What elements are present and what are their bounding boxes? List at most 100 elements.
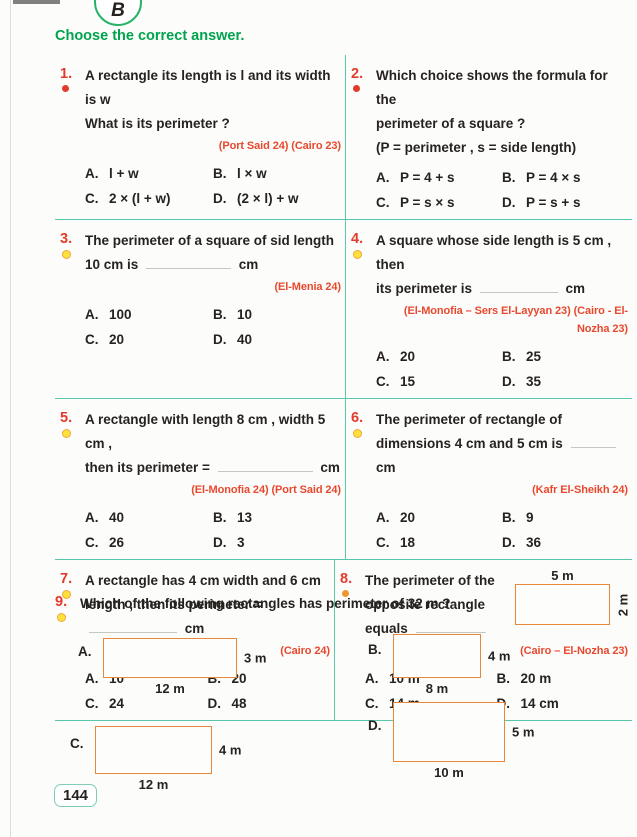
option-B: B. 13 xyxy=(213,506,341,530)
question-8-cell: 8. The perimeter of the opposite rectangle… xyxy=(334,560,632,720)
answer-blank xyxy=(415,622,486,633)
figure-side-label: 4 m xyxy=(488,648,511,664)
option-letter: C. xyxy=(85,191,99,206)
question-text-line: The perimeter of rectangle of xyxy=(376,412,563,427)
question-number: 1. xyxy=(60,66,73,82)
question-body: A square whose side length is 5 cm , the… xyxy=(376,229,628,394)
option-value: 40 xyxy=(237,332,253,347)
question-number: 6. xyxy=(351,410,364,426)
option-letter: D. xyxy=(213,332,227,347)
question-text-line: dimensions 4 cm and 5 cm is cm xyxy=(376,432,628,480)
option-letter: B. xyxy=(502,510,516,525)
page-number-badge: 144 xyxy=(54,784,98,807)
option-value: P = s + s xyxy=(526,195,581,210)
section-badge-letter: B xyxy=(111,0,125,21)
question-9-section: 9. Which of the following rectangles has … xyxy=(55,579,632,816)
figure-bottom-label: 12 m xyxy=(138,777,169,792)
option-letter: C. xyxy=(85,332,99,347)
option-A: A. l + w xyxy=(85,162,213,186)
question-bullet xyxy=(62,429,71,438)
figure-letter: D. xyxy=(368,718,382,733)
figure-side-label: 5 m xyxy=(512,724,535,740)
question-9-figures: A. 3 m 12 m B. 4 m 8 m C. 4 m 12 m D. 5 m 10 m xyxy=(55,626,632,816)
question-2: 2. Which choice shows the formula for the… xyxy=(351,64,628,215)
section-badge-circle: B xyxy=(94,0,142,26)
question-bullet xyxy=(62,85,69,92)
question-text-line: 10 cm is cm xyxy=(85,257,259,272)
page-title: Choose the correct answer. xyxy=(55,28,245,44)
option-letter: B. xyxy=(502,349,516,364)
option-letter: B. xyxy=(213,307,227,322)
options-grid: A. 20 B. 25 C. 15 D. 35 xyxy=(376,345,628,394)
question-8: 8. The perimeter of the opposite rectangle… xyxy=(340,568,631,716)
option-letter: D. xyxy=(502,374,516,389)
option-B: B. 20 m xyxy=(497,667,629,691)
option-value: 13 xyxy=(237,510,253,525)
question-number: 9. xyxy=(55,594,68,610)
question-text-line: A rectangle has 4 cm width and 6 cm xyxy=(85,573,321,588)
question-5-cell: 5. A rectangle with length 8 cm , width 5… xyxy=(55,399,345,559)
option-D: D. 35 xyxy=(502,370,628,394)
option-value: l × w xyxy=(237,166,267,181)
option-letter: B. xyxy=(502,170,516,185)
question-number-col: 1. xyxy=(60,64,85,211)
question-number: 5. xyxy=(60,410,73,426)
option-value: 35 xyxy=(526,374,542,389)
question-number-col: 6. xyxy=(351,408,376,555)
option-A: A. 40 xyxy=(85,506,213,530)
page-edge-line xyxy=(10,0,11,837)
question-9: 9. Which of the following rectangles has … xyxy=(55,592,632,622)
figure-bottom-label: 10 m xyxy=(434,765,464,780)
source-citation: (El-Menia 24) xyxy=(274,281,341,293)
rectangle-option-A: A. 3 m 12 m xyxy=(78,638,266,696)
option-A: A. 20 xyxy=(376,345,502,369)
question-text-line: Which of the following rectangles has pe… xyxy=(80,596,451,611)
option-value: 20 xyxy=(109,332,125,347)
figure-letter: A. xyxy=(78,644,92,659)
question-6: 6. The perimeter of rectangle of dimension… xyxy=(351,408,628,555)
question-text-line: its perimeter is cm xyxy=(376,281,586,296)
answer-blank xyxy=(570,437,616,448)
question-bullet xyxy=(353,429,362,438)
option-D: D. P = s + s xyxy=(502,191,628,215)
question-number-col: 4. xyxy=(351,229,376,394)
option-letter: A. xyxy=(85,510,99,525)
option-A: A. 100 xyxy=(85,303,213,327)
source-citation: (Kafr El-Sheikh 24) xyxy=(532,484,628,496)
question-row-1: 1. A rectangle its length is l and its wi… xyxy=(55,55,632,220)
source-citation: (Cairo – El-Nozha 23) xyxy=(520,645,628,657)
option-C: C. 20 xyxy=(85,328,213,352)
option-value: 18 xyxy=(400,535,416,550)
option-value: 20 xyxy=(400,510,416,525)
figure-rectangle: 3 m xyxy=(103,638,266,678)
question-3-cell: 3. The perimeter of a square of sid lengt… xyxy=(55,220,345,398)
option-letter: D. xyxy=(207,696,222,711)
option-B: B. l × w xyxy=(213,162,341,186)
question-7-cell: 7. A rectangle has 4 cm width and 6 cm len… xyxy=(55,560,334,720)
option-D: D. (2 × l) + w xyxy=(213,187,341,211)
question-bullet xyxy=(62,590,71,599)
figure-top-label: 5 m xyxy=(551,568,574,583)
option-value: l + w xyxy=(109,166,139,181)
question-2-cell: 2. Which choice shows the formula for the… xyxy=(345,55,632,219)
question-number: 8. xyxy=(340,571,353,587)
option-C: C. 24 xyxy=(85,692,208,716)
question-text-line: What is its perimeter ? xyxy=(85,116,230,131)
option-value: 100 xyxy=(109,307,132,322)
question-bullet xyxy=(353,250,362,259)
question-number: 2. xyxy=(351,66,364,82)
option-letter: D. xyxy=(213,535,227,550)
question-1: 1. A rectangle its length is l and its wi… xyxy=(60,64,341,211)
option-D: D. 48 xyxy=(208,692,331,716)
question-bullet xyxy=(353,85,360,92)
option-letter: B. xyxy=(213,166,227,181)
source-citation: (Cairo 24) xyxy=(280,645,330,657)
question-9-stem: 9. Which of the following rectangles has … xyxy=(55,592,632,622)
option-letter: A. xyxy=(85,671,99,686)
options-grid: A. 20 B. 9 C. 18 D. 36 xyxy=(376,506,628,555)
question-number-col: 3. xyxy=(60,229,85,352)
question-4: 4. A square whose side length is 5 cm , t… xyxy=(351,229,628,394)
question-body: A rectangle with length 8 cm , width 5 c… xyxy=(85,408,341,555)
answer-blank xyxy=(146,258,232,269)
